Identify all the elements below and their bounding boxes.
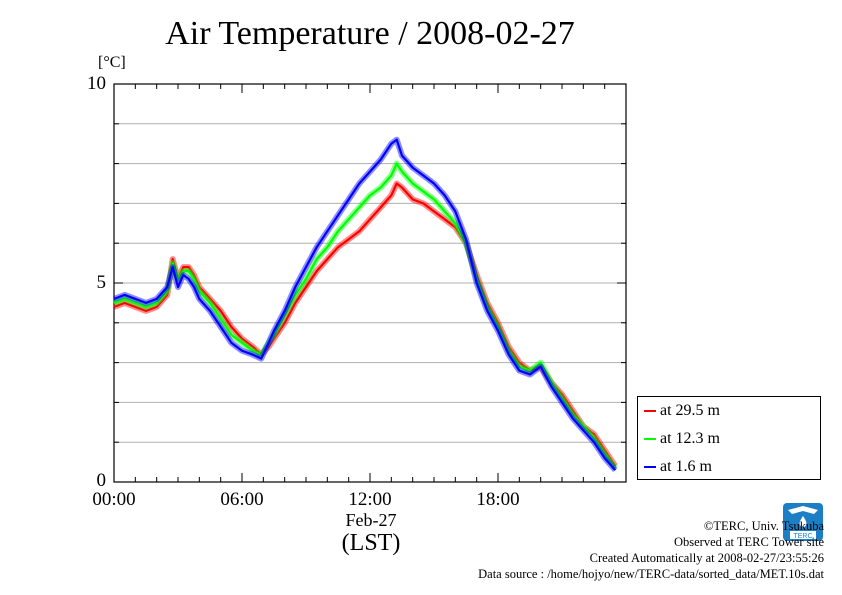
svg-text:TERC: TERC	[793, 533, 812, 540]
series-halo-2	[112, 136, 618, 473]
chart-title: Air Temperature / 2008-02-27	[165, 15, 575, 52]
legend-label: at 12.3 m	[660, 430, 720, 447]
x-tick-label-0600: 06:00	[220, 489, 264, 510]
x-tick-label-0000: 00:00	[92, 489, 136, 510]
y-tick-label-5: 5	[96, 272, 107, 293]
legend-item-1-6m: at 1.6 m	[644, 457, 712, 477]
credits-block: ©TERC, Univ. Tsukuba Observed at TERC To…	[404, 518, 824, 582]
legend-swatch-green	[644, 438, 656, 440]
legend-item-12-3m: at 12.3 m	[644, 429, 720, 449]
terc-logo: TERC	[783, 503, 823, 541]
y-tick-label-0: 0	[96, 470, 107, 491]
x-axis-date-label: Feb-27	[345, 510, 397, 530]
legend-item-29-5m: at 29.5 m	[644, 401, 720, 421]
copyright-text: ©TERC, Univ. Tsukuba	[703, 519, 824, 533]
series-lines	[112, 136, 618, 473]
legend-label: at 1.6 m	[660, 458, 712, 475]
x-tick-label-1800: 18:00	[476, 489, 520, 510]
created-text: Created Automatically at 2008-02-27/23:5…	[589, 551, 824, 565]
series-line-2	[113, 138, 617, 471]
y-axis-unit-label: [°C]	[98, 54, 126, 71]
x-axis-timezone-label: (LST)	[341, 530, 401, 556]
series-line-0	[113, 182, 617, 467]
x-tick-label-1200: 12:00	[348, 489, 392, 510]
series-line-1	[113, 162, 617, 469]
series-halo-1	[112, 160, 618, 470]
y-tick-label-10: 10	[87, 73, 106, 94]
legend-swatch-blue	[644, 466, 656, 468]
legend: at 29.5 m at 12.3 m at 1.6 m	[637, 396, 821, 480]
source-text: Data source : /home/hojyo/new/TERC-data/…	[478, 567, 824, 581]
axes-frame	[113, 83, 627, 483]
gridlines	[114, 123, 626, 443]
legend-label: at 29.5 m	[660, 402, 720, 419]
legend-swatch-red	[644, 410, 656, 412]
site-text: Observed at TERC Tower site	[673, 535, 824, 549]
